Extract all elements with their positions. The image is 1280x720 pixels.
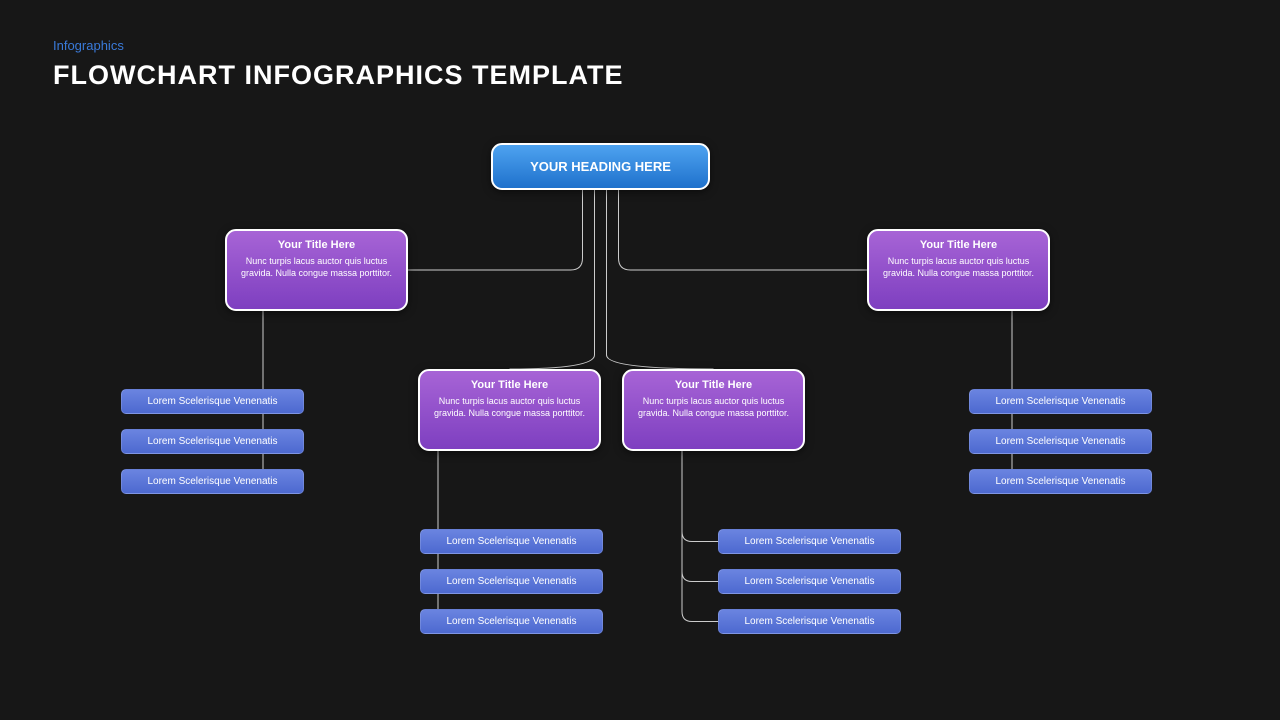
branch-title: Your Title Here	[430, 379, 589, 391]
flowchart-leaf: Lorem Scelerisque Venenatis	[121, 389, 304, 414]
flowchart-leaf: Lorem Scelerisque Venenatis	[121, 429, 304, 454]
flowchart-branch: Your Title Here Nunc turpis lacus auctor …	[418, 369, 601, 451]
flowchart-leaf: Lorem Scelerisque Venenatis	[718, 529, 901, 554]
flowchart-root: YOUR HEADING HERE	[491, 143, 710, 190]
branch-title: Your Title Here	[237, 239, 396, 251]
branch-desc: Nunc turpis lacus auctor quis luctus gra…	[879, 255, 1038, 279]
branch-title: Your Title Here	[879, 239, 1038, 251]
flowchart-leaf: Lorem Scelerisque Venenatis	[969, 469, 1152, 494]
flowchart-leaf: Lorem Scelerisque Venenatis	[969, 389, 1152, 414]
flowchart-leaf: Lorem Scelerisque Venenatis	[420, 569, 603, 594]
flowchart-branch: Your Title Here Nunc turpis lacus auctor …	[867, 229, 1050, 311]
flowchart-leaf: Lorem Scelerisque Venenatis	[969, 429, 1152, 454]
flowchart-branch: Your Title Here Nunc turpis lacus auctor …	[622, 369, 805, 451]
page-title: FLOWCHART INFOGRAPHICS TEMPLATE	[53, 60, 623, 91]
branch-title: Your Title Here	[634, 379, 793, 391]
flowchart-leaf: Lorem Scelerisque Venenatis	[121, 469, 304, 494]
flowchart-leaf: Lorem Scelerisque Venenatis	[420, 609, 603, 634]
branch-desc: Nunc turpis lacus auctor quis luctus gra…	[634, 395, 793, 419]
flowchart-leaf: Lorem Scelerisque Venenatis	[420, 529, 603, 554]
branch-desc: Nunc turpis lacus auctor quis luctus gra…	[237, 255, 396, 279]
flowchart-leaf: Lorem Scelerisque Venenatis	[718, 569, 901, 594]
branch-desc: Nunc turpis lacus auctor quis luctus gra…	[430, 395, 589, 419]
page-subtitle: Infographics	[53, 38, 124, 53]
flowchart-connectors	[0, 0, 1280, 720]
flowchart-branch: Your Title Here Nunc turpis lacus auctor …	[225, 229, 408, 311]
flowchart-root-label: YOUR HEADING HERE	[530, 159, 671, 174]
flowchart-leaf: Lorem Scelerisque Venenatis	[718, 609, 901, 634]
